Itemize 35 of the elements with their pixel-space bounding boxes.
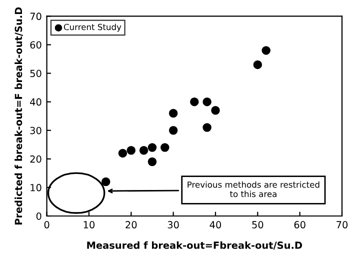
point <box>148 157 157 166</box>
point <box>168 126 178 135</box>
point <box>168 108 178 118</box>
point <box>253 60 262 70</box>
x-tick-label: 30 <box>168 221 179 228</box>
x-tick-label: 50 <box>252 221 264 228</box>
point <box>148 143 157 152</box>
y-tick-label: 30 <box>30 126 42 134</box>
legend-label: Current Study <box>64 24 122 32</box>
x-tick-label: 40 <box>210 221 222 228</box>
point <box>101 177 110 186</box>
point <box>160 143 170 152</box>
y-tick-label: 40 <box>30 98 42 106</box>
point <box>202 123 212 132</box>
point <box>126 146 136 155</box>
x-tick-label: 60 <box>294 221 306 228</box>
y-tick-label: 60 <box>30 41 42 49</box>
point <box>211 106 220 115</box>
point <box>262 46 270 55</box>
y-tick-label: 10 <box>30 184 42 192</box>
x-tick-label: 0 <box>44 221 50 228</box>
point <box>190 97 199 106</box>
y-tick-label: 0 <box>36 212 42 220</box>
point <box>139 146 148 155</box>
y-axis-title: Predicted f break-out=F break-out/Su.D <box>14 7 23 224</box>
point <box>202 97 212 106</box>
x-axis-title: Measured f break-out=Fbreak-out/Su.D <box>87 241 302 250</box>
y-tick-label: 20 <box>30 155 42 163</box>
y-tick-label: 70 <box>30 12 42 20</box>
y-tick-label: 50 <box>30 70 42 78</box>
x-tick-label: 10 <box>84 221 95 228</box>
x-tick-label: 70 <box>336 221 348 228</box>
point <box>118 148 128 158</box>
annotation: Previous methods are restricted to this area <box>188 181 320 198</box>
x-tick-label: 20 <box>126 221 137 228</box>
